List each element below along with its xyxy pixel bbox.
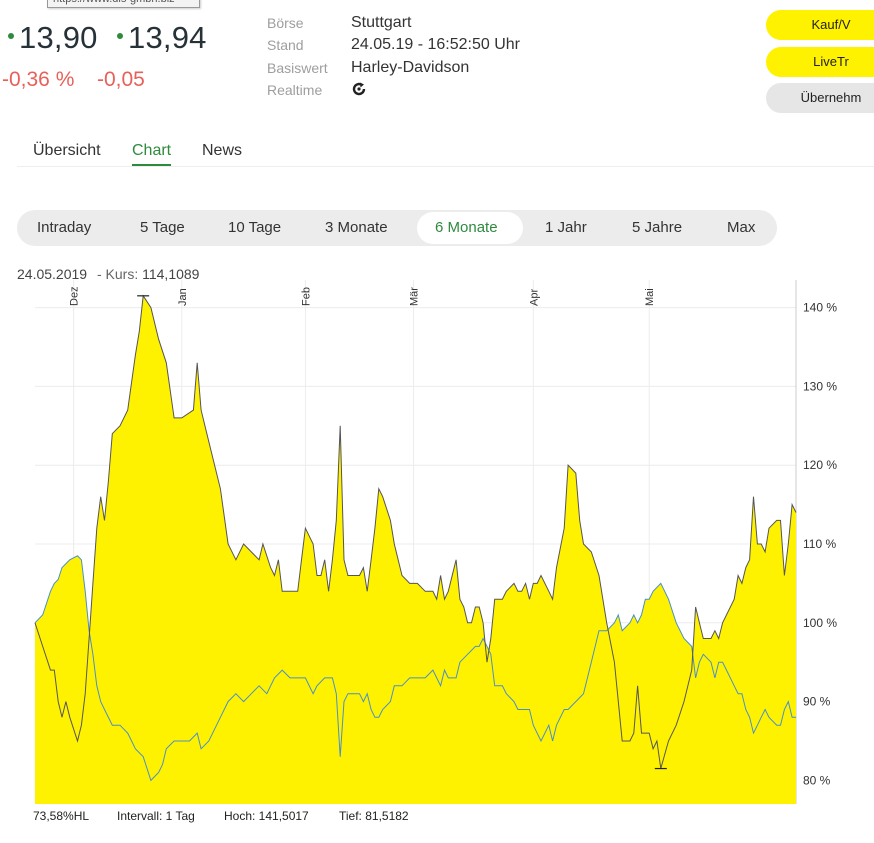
- tab-uebersicht[interactable]: Übersicht: [33, 142, 101, 159]
- ask-value: 13,94: [128, 20, 207, 55]
- chart-lines: [34, 294, 797, 782]
- chart-area: [35, 295, 796, 804]
- range-selector: [17, 210, 777, 246]
- base-line: [34, 555, 796, 782]
- ask-dot: [117, 32, 123, 39]
- footer-hoch: Hoch: 141,5017: [224, 809, 309, 823]
- bid-price: 13,90: [8, 20, 98, 56]
- range-10-tage[interactable]: 10 Tage: [228, 219, 282, 236]
- month-label: Feb: [300, 287, 312, 306]
- range-3-monate[interactable]: 3 Monate: [325, 219, 388, 236]
- info-label-stand: Stand: [267, 37, 304, 53]
- info-label-boerse: Börse: [267, 15, 304, 31]
- range-1-jahr[interactable]: 1 Jahr: [545, 219, 587, 236]
- bid-value: 13,90: [19, 20, 98, 55]
- price-chart[interactable]: Dez Jan Feb Mär Apr Mai 80 % 90 % 100 % 110 % 120…: [0, 280, 874, 808]
- range-max[interactable]: Max: [727, 219, 756, 236]
- kurs-value: 114,1089: [142, 266, 200, 282]
- range-5-tage[interactable]: 5 Tage: [140, 219, 185, 236]
- info-value-stand: 24.05.19 - 16:52:50 Uhr: [351, 36, 521, 53]
- change-percent: -0,36 %: [2, 68, 75, 91]
- y-tick-label: 120 %: [803, 458, 837, 472]
- footer-tief: Tief: 81,5182: [339, 809, 409, 823]
- y-axis-labels: 80 % 90 % 100 % 110 % 120 % 130 % 140 %: [803, 301, 837, 788]
- range-6-monate[interactable]: 6 Monate: [435, 219, 498, 236]
- info-label-basiswert: Basiswert: [267, 60, 328, 76]
- range-5-jahre[interactable]: 5 Jahre: [632, 219, 683, 236]
- kurs-readout: 24.05.2019 - Kurs: 114,1089: [17, 266, 200, 282]
- kurs-label: Kurs:: [105, 266, 139, 282]
- month-label: Mai: [644, 288, 656, 306]
- extreme-markers: [137, 295, 667, 770]
- kurs-date: 24.05.2019: [17, 266, 88, 282]
- y-tick-label: 100 %: [803, 616, 837, 630]
- uebernehmen-button[interactable]: Übernehm: [766, 83, 874, 113]
- y-tick-label: 80 %: [803, 773, 831, 787]
- url-tooltip: https://www.dls-gmbh.biz: [47, 0, 200, 8]
- info-value-boerse: Stuttgart: [351, 14, 412, 31]
- month-label: Apr: [528, 289, 540, 306]
- month-labels: Dez Jan Feb Mär Apr Mai: [69, 286, 657, 306]
- y-tick-label: 110 %: [803, 537, 836, 551]
- tab-news[interactable]: News: [202, 142, 243, 159]
- y-tick-label: 140 %: [803, 301, 837, 315]
- tab-divider: [17, 166, 874, 167]
- y-tick-label: 130 %: [803, 379, 837, 393]
- refresh-icon[interactable]: [351, 81, 367, 97]
- info-label-realtime: Realtime: [267, 82, 323, 98]
- live-trading-button[interactable]: LiveTr: [766, 47, 874, 77]
- footer-hl: 73,58%HL: [33, 809, 90, 823]
- month-label: Dez: [69, 286, 81, 306]
- price-line: [34, 294, 797, 769]
- range-active-highlight: [417, 212, 523, 244]
- change-absolute: -0,05: [97, 68, 145, 91]
- footer-intervall: Intervall: 1 Tag: [117, 809, 195, 823]
- tab-chart[interactable]: Chart: [132, 142, 172, 166]
- bid-dot: [8, 32, 14, 39]
- month-label: Jan: [177, 288, 189, 306]
- month-label: Mär: [409, 287, 421, 306]
- range-intraday[interactable]: Intraday: [37, 219, 92, 236]
- ask-price: 13,94: [117, 20, 207, 56]
- info-value-basiswert[interactable]: Harley-Davidson: [351, 59, 470, 76]
- y-tick-label: 90 %: [803, 695, 831, 709]
- base-area-fill: [35, 555, 796, 804]
- buy-sell-button[interactable]: Kauf/V: [766, 10, 874, 40]
